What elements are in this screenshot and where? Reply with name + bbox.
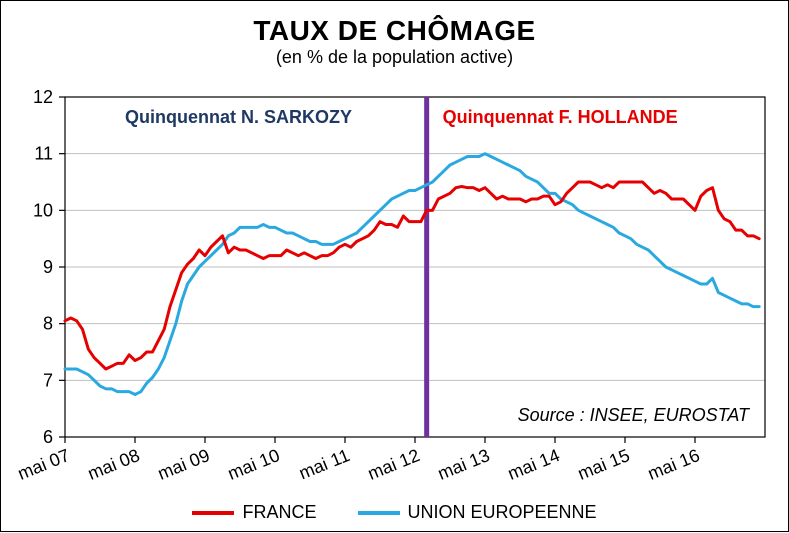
chart-legend: FRANCE UNION EUROPEENNE (1, 502, 788, 523)
svg-text:mai 13: mai 13 (435, 445, 493, 484)
svg-text:6: 6 (43, 427, 53, 447)
annotation-sarkozy: Quinquennat N. SARKOZY (125, 107, 352, 127)
svg-text:12: 12 (33, 87, 53, 107)
legend-swatch-eu (358, 511, 400, 515)
legend-label-eu: UNION EUROPEENNE (408, 502, 597, 522)
svg-text:10: 10 (33, 200, 53, 220)
legend-item-france: FRANCE (192, 502, 316, 523)
legend-swatch-france (192, 511, 234, 515)
legend-item-eu: UNION EUROPEENNE (358, 502, 597, 523)
svg-text:mai 07: mai 07 (15, 445, 73, 484)
chart-svg: 6 7 8 9 10 11 12 mai 07 mai 08 mai 09 mai 10 mai 11… (1, 1, 789, 533)
svg-text:mai 10: mai 10 (225, 445, 283, 484)
annotation-hollande: Quinquennat F. HOLLANDE (443, 107, 678, 127)
svg-text:mai 15: mai 15 (575, 445, 633, 484)
svg-text:7: 7 (43, 370, 53, 390)
svg-text:mai 16: mai 16 (645, 445, 703, 484)
svg-text:8: 8 (43, 314, 53, 334)
svg-text:mai 09: mai 09 (155, 445, 213, 484)
legend-label-france: FRANCE (242, 502, 316, 522)
svg-text:mai 11: mai 11 (296, 445, 352, 483)
svg-text:9: 9 (43, 257, 53, 277)
unemployment-chart: TAUX DE CHÔMAGE (en % de la population a… (0, 0, 789, 532)
svg-text:mai 12: mai 12 (365, 445, 423, 484)
svg-text:mai 08: mai 08 (85, 445, 143, 484)
svg-text:11: 11 (34, 144, 53, 164)
series-union-europeenne (65, 154, 759, 395)
svg-text:mai 14: mai 14 (505, 445, 563, 484)
chart-source: Source : INSEE, EUROSTAT (518, 405, 751, 425)
